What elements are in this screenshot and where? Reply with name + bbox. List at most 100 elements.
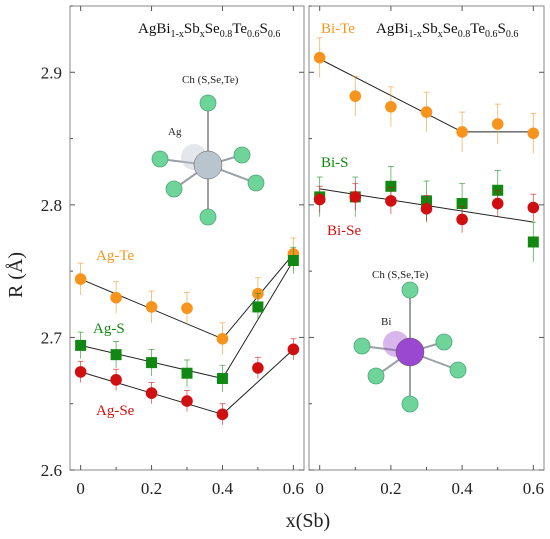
data-point — [385, 100, 397, 113]
panel-title-part: AgBi — [138, 21, 171, 37]
x-tick-label: 0.4 — [451, 479, 473, 498]
x-tick-label: 0.6 — [523, 479, 544, 498]
ligand-atom — [449, 361, 467, 379]
series-label: Ag-Te — [96, 248, 134, 264]
data-point — [181, 302, 193, 315]
series-label: Bi-S — [321, 155, 349, 171]
x-tick-label: 0 — [315, 479, 324, 498]
data-point — [491, 118, 504, 130]
y-tick-label: 2.7 — [41, 328, 63, 347]
x-tick-label: 0 — [76, 479, 85, 498]
data-point — [145, 387, 158, 399]
ligand-atom — [435, 333, 453, 351]
data-point — [181, 395, 193, 407]
data-point — [313, 51, 326, 64]
center-atom — [193, 150, 223, 180]
panel-title-part: S — [497, 21, 505, 37]
x-axis-title: x(Sb) — [286, 510, 330, 532]
panel-title-subscript: 1-x — [171, 29, 184, 40]
y-axis-title: R (Å) — [5, 252, 27, 298]
panel-title-part: Te — [470, 21, 485, 37]
panel-title-part: Sb — [184, 21, 200, 37]
center-label: Bi — [381, 316, 391, 328]
panel-title: AgBi1-xSbxSe0.8Te0.6S0.6 — [138, 21, 280, 40]
data-point — [527, 201, 540, 214]
data-point — [287, 255, 299, 267]
series-label: Bi-Se — [327, 223, 362, 239]
data-point — [491, 197, 504, 210]
panel-title-part: Sb — [422, 21, 438, 37]
data-point — [216, 373, 228, 385]
y-tick-label: 2.9 — [41, 63, 62, 82]
data-point — [146, 357, 158, 369]
series-ag-se: Ag-Se — [74, 338, 300, 425]
x-tick-label: 0.2 — [141, 479, 162, 498]
data-point — [110, 291, 122, 304]
y-tick-label: 2.8 — [41, 196, 62, 215]
data-point — [75, 339, 87, 351]
data-point — [349, 191, 362, 203]
series-bi-se: Bi-Se — [313, 183, 540, 239]
data-point — [420, 106, 433, 118]
data-point — [456, 126, 468, 138]
left-panel: 0 0.2 0.4 0.62.62.72.82.9AgBi1-xSbxSe0.8Te0… — [41, 5, 305, 498]
x-tick-label: 0.4 — [212, 479, 234, 498]
panel-title-part: AgBi — [376, 21, 409, 37]
panel-title-part: Te — [232, 21, 247, 37]
center-atom — [395, 337, 425, 367]
panel-title-subscript: 0.6 — [506, 29, 519, 40]
ligand-atom — [151, 150, 169, 168]
panel-title-subscript: 0.6 — [485, 29, 498, 40]
panel-title-part: Se — [443, 21, 458, 37]
data-point — [385, 195, 397, 207]
series-label: Ag-Se — [96, 403, 135, 419]
data-point — [110, 374, 122, 386]
x-tick-label: 0.6 — [283, 479, 304, 498]
ligand-atom — [233, 146, 251, 164]
data-point — [313, 193, 326, 206]
data-point — [420, 203, 433, 215]
x-tick-label: 0.2 — [380, 479, 401, 498]
data-point — [252, 301, 264, 313]
data-point — [216, 408, 229, 421]
series-bi-te: Bi-Te — [313, 21, 540, 154]
panel-title-subscript: 0.6 — [247, 29, 260, 40]
ligand-atom — [353, 337, 371, 355]
ligand-label: Ch (S,Se,Te) — [182, 74, 239, 86]
data-point — [145, 301, 158, 313]
series-label: Bi-Te — [321, 21, 355, 37]
data-point — [74, 366, 87, 378]
center-label: Ag — [168, 126, 182, 138]
structure-inset: Ch (S,Se,Te) Ag — [151, 74, 265, 226]
ligand-atom — [247, 174, 265, 192]
series-label: Ag-S — [93, 321, 125, 337]
panel-title-subscript: 0.8 — [220, 29, 233, 40]
data-point — [527, 127, 540, 140]
panel-title-part: Se — [205, 21, 220, 37]
panel-title-subscript: 0.8 — [458, 29, 471, 40]
data-point — [527, 236, 539, 248]
ligand-atom — [199, 94, 217, 112]
data-point — [74, 273, 87, 285]
data-point — [456, 213, 468, 226]
data-point — [216, 332, 229, 345]
panel-title: AgBi1-xSbxSe0.8Te0.6S0.6 — [376, 21, 518, 40]
series-ag-s: Ag-S — [75, 246, 299, 392]
ligand-label: Ch (S,Se,Te) — [372, 269, 429, 281]
ligand-atom — [401, 281, 419, 299]
ligand-atom — [367, 367, 385, 385]
data-point — [181, 367, 193, 379]
data-point — [385, 180, 397, 192]
ligand-atom — [401, 395, 419, 413]
structure-inset: Ch (S,Se,Te) Bi — [353, 269, 467, 413]
data-point — [349, 90, 362, 102]
series-ag-te: Ag-Te — [74, 237, 300, 355]
panel-title-subscript: 0.6 — [268, 29, 281, 40]
panel-title-subscript: x — [200, 29, 205, 40]
ligand-atom — [199, 208, 217, 226]
data-point — [252, 362, 264, 374]
panel-title-subscript: x — [438, 29, 443, 40]
panel-title-part: S — [259, 21, 267, 37]
